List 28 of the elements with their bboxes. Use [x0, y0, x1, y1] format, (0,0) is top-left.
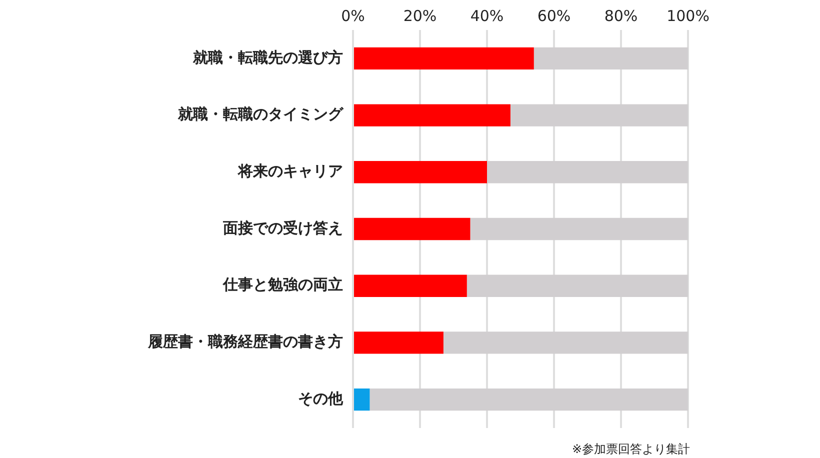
bar	[354, 104, 510, 126]
bar	[510, 104, 688, 126]
x-tick-label: 40%	[470, 6, 504, 25]
bar	[354, 388, 370, 411]
y-tick-label: 将来のキャリア	[237, 162, 343, 180]
bar	[354, 218, 470, 240]
y-tick-label: 就職・転職のタイミング	[177, 105, 344, 124]
bar	[534, 47, 688, 70]
y-tick-label: その他	[298, 389, 344, 408]
y-tick-label: 就職・転職先の選び方	[192, 48, 343, 66]
x-tick-label: 80%	[604, 6, 638, 25]
x-tick-label: 60%	[537, 6, 571, 25]
y-tick-label: 仕事と勉強の両立	[222, 276, 343, 294]
y-tick-label: 履歴書・職務経歴書の書き方	[147, 332, 343, 351]
x-tick-label: 20%	[403, 6, 437, 25]
text: ※参加票回答より集計	[572, 442, 690, 456]
bar	[470, 218, 688, 240]
x-tick-label: 100%	[666, 6, 710, 25]
bar	[354, 47, 534, 70]
bar	[370, 388, 688, 411]
x-tick-label: 0%	[341, 6, 365, 25]
bar	[354, 161, 487, 184]
y-tick-label: 面接での受け答え	[222, 218, 343, 237]
bar	[466, 274, 688, 297]
bar	[443, 332, 688, 354]
bar	[354, 274, 467, 297]
bar	[354, 332, 444, 354]
bar	[487, 161, 688, 184]
